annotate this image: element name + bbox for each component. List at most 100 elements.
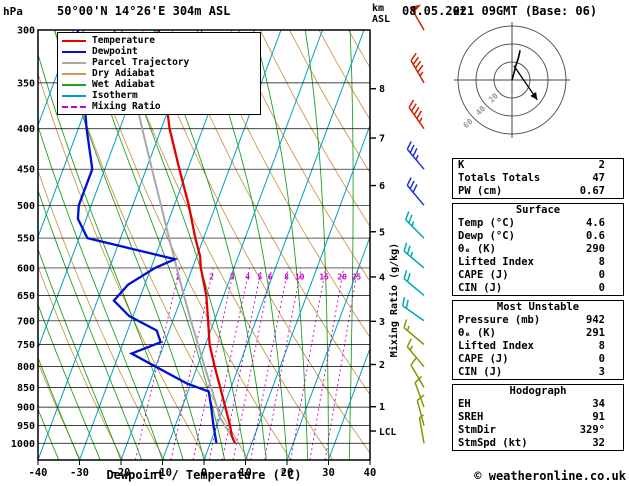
svg-text:40: 40 xyxy=(364,467,377,479)
row-label: PW (cm) xyxy=(458,185,503,197)
axis-labels: 3003504004505005506006507007508008509009… xyxy=(11,26,400,480)
row-label: Temp (°C) xyxy=(458,217,515,229)
row-value: 91 xyxy=(592,411,605,423)
svg-text:850: 850 xyxy=(17,383,35,394)
table-section: Hodograph EH 34 SREH 91 StmDir 329° StmSpd (kt)… xyxy=(452,384,624,451)
svg-text:10: 10 xyxy=(239,467,252,479)
row-label: SREH xyxy=(458,411,484,423)
svg-text:650: 650 xyxy=(17,291,35,302)
sounding-curves xyxy=(76,30,237,444)
wind-barb xyxy=(418,414,425,444)
wind-barb xyxy=(403,242,425,269)
row-label: CIN (J) xyxy=(458,366,503,378)
svg-text:1000: 1000 xyxy=(11,439,35,450)
svg-text:4: 4 xyxy=(245,272,250,281)
legend-item: Parcel Trajectory xyxy=(62,57,260,68)
parcel-curve xyxy=(120,30,237,444)
svg-text:1: 1 xyxy=(379,402,385,413)
table-section: Most Unstable Pressure (mb) 942 θₑ (K) 291 Li… xyxy=(452,300,624,380)
svg-text:500: 500 xyxy=(17,201,35,212)
section-title: Most Unstable xyxy=(496,301,580,313)
dewpoint-curve xyxy=(76,30,218,444)
table-row: Dewp (°C) 0.6 xyxy=(453,230,623,243)
km-unit-bottom: ASL xyxy=(372,14,391,25)
svg-text:750: 750 xyxy=(17,340,35,351)
table-row: CIN (J) 3 xyxy=(453,366,623,379)
row-label: Dewp (°C) xyxy=(458,230,515,242)
svg-text:2: 2 xyxy=(209,272,214,281)
svg-text:-30: -30 xyxy=(70,467,89,479)
wind-barb xyxy=(410,52,425,84)
row-label: θₑ (K) xyxy=(458,243,496,255)
svg-text:3: 3 xyxy=(230,272,235,281)
table-row: CAPE (J) 0 xyxy=(453,353,623,366)
svg-text:8: 8 xyxy=(284,272,289,281)
legend-item: Isotherm xyxy=(62,90,260,101)
svg-text:300: 300 xyxy=(17,26,35,37)
hodograph-unit-label: kt xyxy=(453,5,467,18)
section-title: Hodograph xyxy=(509,385,567,397)
wind-barb xyxy=(406,177,425,206)
legend-swatch-temperature xyxy=(62,39,86,42)
svg-text:950: 950 xyxy=(17,421,35,432)
row-value: 291 xyxy=(586,327,605,339)
wind-barb xyxy=(410,357,425,388)
row-value: 0.67 xyxy=(579,185,605,197)
row-value: 8 xyxy=(598,340,605,352)
svg-text:25: 25 xyxy=(352,272,362,281)
pressure-unit-label: hPa xyxy=(3,5,23,18)
hodograph-trace xyxy=(511,50,521,81)
table-row: Temp (°C) 4.6 xyxy=(453,217,623,230)
wind-barb xyxy=(414,376,425,408)
svg-text:4: 4 xyxy=(379,272,385,283)
section-title: Surface xyxy=(515,204,561,216)
legend-label: Isotherm xyxy=(92,90,138,101)
legend-swatch-dewpoint xyxy=(62,50,86,53)
row-label: CIN (J) xyxy=(458,282,503,294)
row-value: 0 xyxy=(598,269,605,281)
indices-table: K 2 Totals Totals 47 PW (cm) 0.67 Surface Temp … xyxy=(452,158,624,455)
wind-barb xyxy=(401,297,425,322)
table-row: Lifted Index 8 xyxy=(453,340,623,353)
svg-text:20: 20 xyxy=(337,272,347,281)
table-row: PW (cm) 0.67 xyxy=(453,185,623,198)
svg-text:700: 700 xyxy=(17,316,35,327)
row-value: 290 xyxy=(586,243,605,255)
row-value: 3 xyxy=(598,366,605,378)
wind-barb xyxy=(406,338,425,368)
legend-label: Wet Adiabat xyxy=(92,79,155,90)
table-row: CIN (J) 0 xyxy=(453,282,623,295)
mixing-ratio-lines xyxy=(134,267,359,460)
svg-text:6: 6 xyxy=(268,272,273,281)
row-label: StmSpd (kt) xyxy=(458,437,528,449)
svg-text:400: 400 xyxy=(17,124,35,135)
svg-text:10: 10 xyxy=(295,272,305,281)
table-row: EH 34 xyxy=(453,398,623,411)
row-value: 329° xyxy=(579,424,605,436)
table-section: Surface Temp (°C) 4.6 Dewp (°C) 0.6 θₑ (K) 290… xyxy=(452,203,624,296)
mixing-ratio-axis-title: Mixing Ratio (g/kg) xyxy=(388,243,400,357)
row-value: 34 xyxy=(592,398,605,410)
svg-text:6: 6 xyxy=(379,181,385,192)
wind-barb xyxy=(409,4,425,31)
wind-barbs xyxy=(401,4,425,444)
svg-text:800: 800 xyxy=(17,362,35,373)
table-row: θₑ (K) 291 xyxy=(453,327,623,340)
mixing-ratio-labels: 1 2 3 4 5 6 8 10 15 20 25 xyxy=(175,272,361,281)
table-row: Totals Totals 47 xyxy=(453,172,623,185)
row-value: 32 xyxy=(592,437,605,449)
legend-label: Temperature xyxy=(92,35,155,46)
legend-swatch-dry_adiabat xyxy=(62,72,86,75)
copyright: © weatheronline.co.uk xyxy=(474,469,626,483)
legend-label: Parcel Trajectory xyxy=(92,57,190,68)
wind-barb xyxy=(406,141,425,170)
row-value: 942 xyxy=(586,314,605,326)
row-label: CAPE (J) xyxy=(458,269,509,281)
row-label: CAPE (J) xyxy=(458,353,509,365)
row-value: 0.6 xyxy=(586,230,605,242)
x-axis-title: Dewpoint / Temperature (°C) xyxy=(106,468,302,482)
svg-text:350: 350 xyxy=(17,78,35,89)
wind-barb xyxy=(404,211,425,239)
